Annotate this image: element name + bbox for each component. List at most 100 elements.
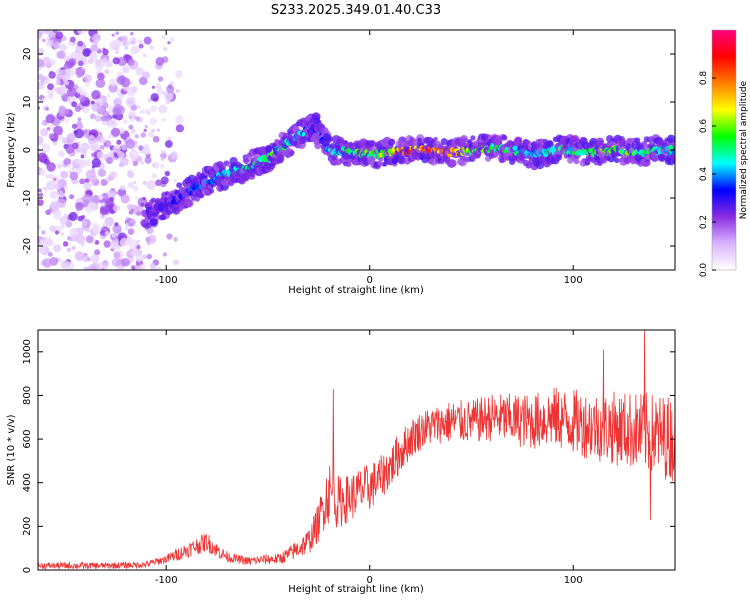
heatmap-noise-blob <box>91 194 101 205</box>
snr-x-tick-label: -100 <box>155 575 178 586</box>
heatmap-noise-blob <box>75 201 84 211</box>
heatmap-noise-blob <box>66 133 76 143</box>
heatmap-noise-blob <box>80 142 90 152</box>
heatmap-noise-blob <box>150 105 158 112</box>
heatmap-noise-blob <box>57 86 67 96</box>
heatmap-ridge-halo <box>508 140 514 146</box>
heatmap-noise-blob <box>94 240 100 245</box>
heatmap-noise-blob <box>69 36 76 43</box>
heatmap-noise-blob <box>131 40 135 44</box>
heatmap-x-label: Height of straight line (km) <box>288 285 424 296</box>
colorbar-tick-label: 0.6 <box>699 119 709 134</box>
heatmap-noise-blob <box>98 194 104 201</box>
heatmap-noise-blob <box>38 188 42 193</box>
heatmap-noise-blob <box>128 110 136 118</box>
heatmap-noise-blob <box>38 224 41 230</box>
heatmap-noise-blob <box>69 171 79 181</box>
heatmap-noise-blob <box>85 235 94 244</box>
heatmap-ridge-halo <box>519 156 525 162</box>
heatmap-ridge-halo <box>265 145 273 152</box>
heatmap-ridge-halo <box>641 140 648 147</box>
heatmap-y-tick-label: 0 <box>22 147 33 153</box>
heatmap-ridge-halo <box>378 157 384 162</box>
heatmap-noise-blob <box>63 213 69 219</box>
snr-x-tick-label: 100 <box>564 575 583 586</box>
heatmap-noise-blob <box>140 202 145 207</box>
colorbar: 0.0 0.2 0.4 0.6 0.8 Normalized spectral ampl… <box>699 29 749 277</box>
heatmap-noise-blob <box>124 226 129 231</box>
heatmap-noise-blob <box>90 254 100 264</box>
heatmap-noise-blob <box>115 50 119 55</box>
heatmap-ridge-halo <box>176 182 183 189</box>
heatmap-noise-blob <box>151 128 155 133</box>
heatmap-noise-blob <box>155 56 165 66</box>
heatmap-noise-blob <box>105 60 113 68</box>
heatmap-noise-blob <box>111 233 117 238</box>
heatmap-x-tick-label: -100 <box>155 275 178 286</box>
heatmap-noise-blob <box>115 31 119 36</box>
heatmap-noise-blob <box>47 93 54 100</box>
heatmap-noise-blob <box>130 86 138 93</box>
heatmap-noise-blob <box>94 115 102 122</box>
heatmap-noise-blob <box>142 181 147 186</box>
heatmap-noise-blob <box>138 39 143 44</box>
heatmap-noise-blob <box>68 58 77 67</box>
heatmap-noise-blob <box>79 178 86 185</box>
heatmap-ridge-halo <box>634 137 641 144</box>
heatmap-noise-blob <box>47 252 53 257</box>
heatmap-noise-blob <box>111 33 115 37</box>
heatmap-ridge-halo <box>221 165 226 170</box>
heatmap-noise-blob <box>129 219 134 224</box>
heatmap-noise-blob <box>107 135 112 139</box>
heatmap-noise-blob <box>157 76 164 82</box>
heatmap-noise-blob <box>41 230 45 235</box>
heatmap-noise-blob <box>155 179 162 187</box>
heatmap-noise-blob <box>48 133 55 139</box>
heatmap-ridge-halo <box>568 141 575 148</box>
snr-y-tick-label: 0 <box>22 567 33 573</box>
snr-x-label: Height of straight line (km) <box>288 584 424 595</box>
heatmap-noise-blob <box>77 40 84 47</box>
heatmap-noise-blob <box>146 253 153 260</box>
heatmap-ridge-halo <box>448 159 457 168</box>
heatmap-noise-blob <box>100 115 107 122</box>
heatmap-noise-blob <box>68 237 73 242</box>
heatmap-noise-blob <box>95 78 106 89</box>
heatmap-noise-blob <box>164 170 171 177</box>
heatmap-noise-blob <box>99 144 105 150</box>
heatmap-noise-blob <box>130 81 134 85</box>
heatmap-ridge-halo <box>467 139 472 144</box>
heatmap-noise-blob <box>91 158 101 168</box>
heatmap-noise-blob <box>105 177 111 183</box>
heatmap-noise-blob <box>167 136 172 141</box>
heatmap-ridge-halo <box>666 134 675 143</box>
heatmap-noise-blob <box>112 144 121 154</box>
heatmap-x-tick-label: 100 <box>564 275 583 286</box>
heatmap-noise-blob <box>57 190 64 197</box>
heatmap-noise-blob <box>120 194 130 204</box>
heatmap-noise-blob <box>90 182 94 186</box>
heatmap-noise-blob <box>119 184 126 191</box>
heatmap-noise-blob <box>77 60 84 67</box>
heatmap-ridge-halo <box>440 138 448 146</box>
heatmap-noise-blob <box>102 110 110 118</box>
heatmap-noise-blob <box>59 44 68 53</box>
heatmap-ridge-halo <box>345 161 352 167</box>
heatmap-noise-blob <box>173 178 177 183</box>
heatmap-noise-blob <box>63 108 70 115</box>
heatmap-noise-blob <box>85 81 90 87</box>
heatmap-noise-blob <box>91 145 98 152</box>
heatmap-y-tick-label: 20 <box>22 48 33 61</box>
heatmap-noise-blob <box>92 40 99 47</box>
heatmap-noise-blob <box>123 119 128 124</box>
heatmap-noise-blob <box>132 160 138 167</box>
heatmap-noise-blob <box>160 176 169 185</box>
heatmap-ridge-halo <box>671 154 675 162</box>
heatmap-noise-blob <box>74 105 82 112</box>
heatmap-noise-blob <box>75 50 79 54</box>
snr-series-line <box>38 330 675 570</box>
heatmap-ridge-halo <box>314 142 322 150</box>
heatmap-noise-blob <box>115 265 125 270</box>
heatmap-noise-blob <box>149 117 157 125</box>
heatmap-noise-blob <box>160 164 165 169</box>
